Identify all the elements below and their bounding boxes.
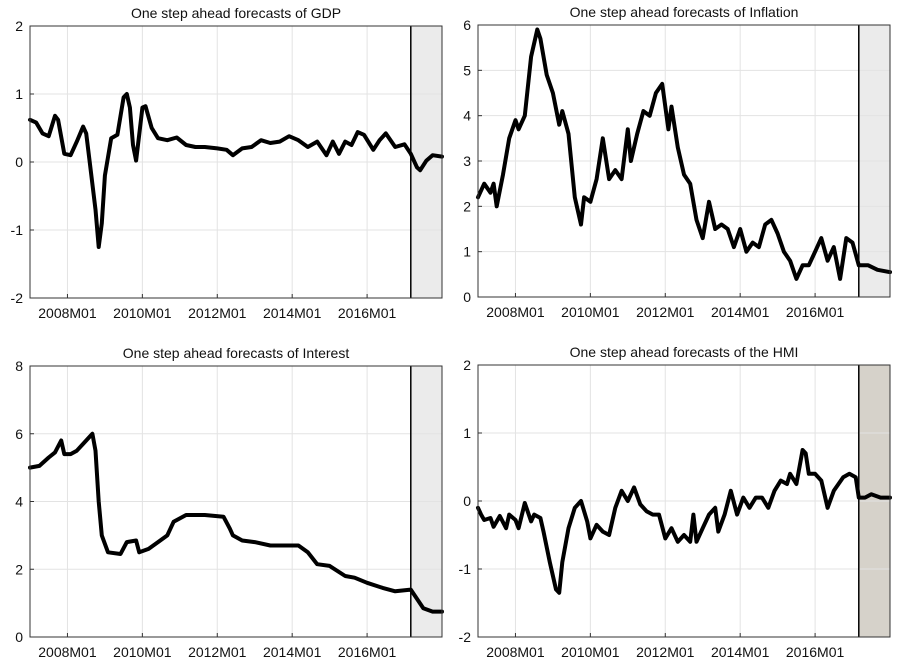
y-tick-label: 0 (463, 289, 471, 305)
x-tick-label: 2016M01 (786, 304, 845, 320)
series-line (476, 27, 892, 281)
x-tick-label: 2016M01 (338, 305, 397, 321)
x-tick-label: 2012M01 (188, 644, 247, 660)
x-tick-label: 2010M01 (561, 304, 620, 320)
y-tick-label: 2 (463, 357, 471, 373)
chart-title: One step ahead forecasts of GDP (131, 5, 341, 21)
y-tick-label: 4 (463, 108, 471, 124)
y-tick-label: -2 (459, 629, 472, 645)
chart-gdp: -2 -1 0 1 2 2008M01 2010M01 2012M01 2014M01 2016M… (11, 5, 444, 321)
y-tick-label: 2 (15, 18, 23, 34)
x-tick-label: 2008M01 (486, 644, 545, 660)
y-tick-label: 6 (463, 17, 471, 33)
x-tick-label: 2012M01 (188, 305, 247, 321)
x-tick-label: 2010M01 (113, 644, 172, 660)
y-tick-label: 5 (463, 62, 471, 78)
x-tick-label: 2016M01 (786, 644, 845, 660)
y-tick-label: 0 (15, 629, 23, 645)
series-line (476, 448, 892, 595)
y-tick-label: 4 (15, 494, 23, 510)
x-tick-label: 2010M01 (113, 305, 172, 321)
y-tick-label: 1 (15, 86, 23, 102)
chart-inflation: 0 1 2 3 4 5 6 2008M01 2010M01 2012M01 2014M01 2016M… (463, 4, 892, 320)
chart-hmi: -2 -1 0 1 2 2008M01 2010M01 2012M01 2014M01 2016M… (459, 344, 892, 660)
y-tick-label: -1 (11, 222, 24, 238)
x-tick-label: 2008M01 (486, 304, 545, 320)
x-tick-label: 2008M01 (38, 644, 97, 660)
chart-title: One step ahead forecasts of Interest (123, 345, 350, 361)
y-tick-label: -1 (459, 561, 472, 577)
x-tick-label: 2014M01 (263, 644, 322, 660)
x-tick-label: 2012M01 (636, 644, 695, 660)
y-tick-label: 1 (463, 425, 471, 441)
x-tick-label: 2012M01 (636, 304, 695, 320)
x-tick-label: 2010M01 (561, 644, 620, 660)
x-tick-label: 2016M01 (338, 644, 397, 660)
y-tick-label: 0 (463, 493, 471, 509)
y-tick-label: -2 (11, 290, 24, 306)
series-line (28, 92, 444, 249)
chart-interest: 0 2 4 6 8 2008M01 2010M01 2012M01 2014M01 2016M01… (15, 345, 444, 660)
y-tick-label: 2 (463, 198, 471, 214)
chart-title: One step ahead forecasts of Inflation (570, 4, 799, 20)
x-tick-label: 2014M01 (263, 305, 322, 321)
y-tick-label: 1 (463, 244, 471, 260)
x-tick-label: 2014M01 (711, 644, 770, 660)
series-line (28, 431, 444, 614)
y-tick-label: 2 (15, 561, 23, 577)
chart-title: One step ahead forecasts of the HMI (570, 344, 799, 360)
y-tick-label: 8 (15, 358, 23, 374)
y-tick-label: 0 (15, 154, 23, 170)
y-tick-label: 6 (15, 426, 23, 442)
x-tick-label: 2008M01 (38, 305, 97, 321)
x-tick-label: 2014M01 (711, 304, 770, 320)
y-tick-label: 3 (463, 153, 471, 169)
